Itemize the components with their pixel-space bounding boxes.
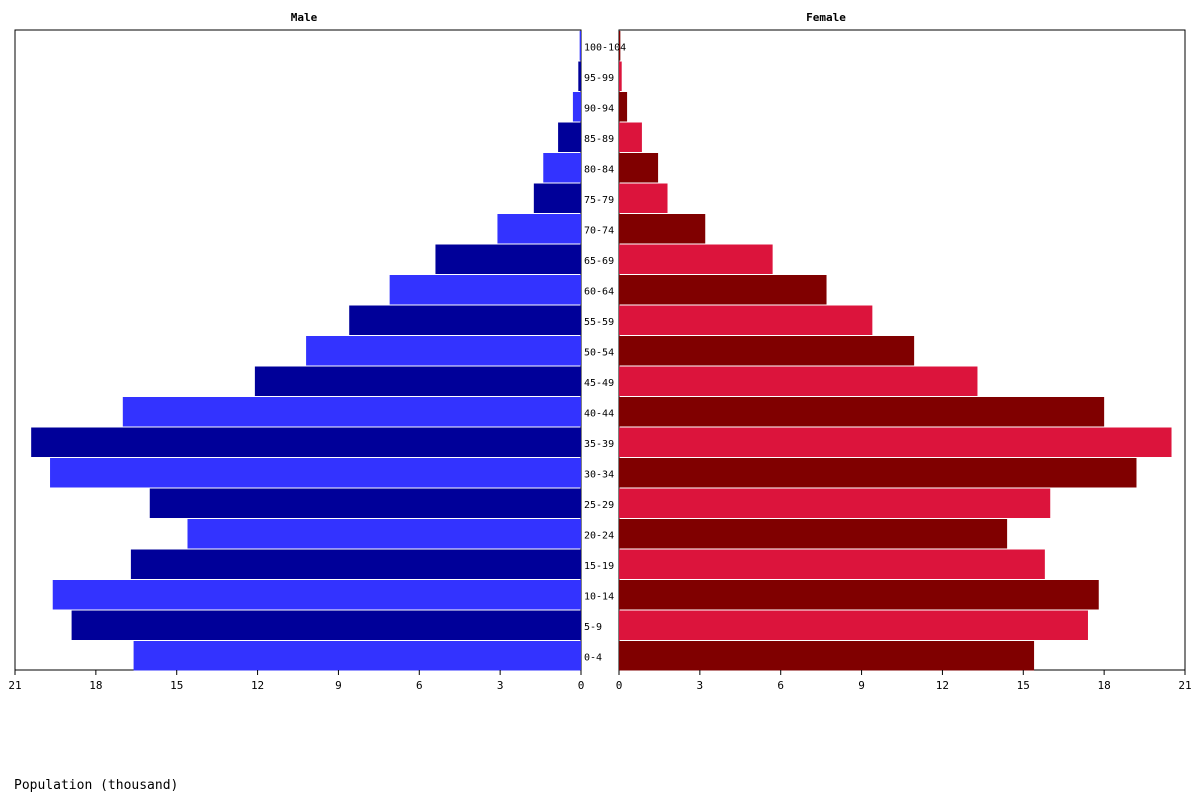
age-group-label: 40-44	[584, 408, 614, 419]
female-bar-100-104	[619, 31, 621, 61]
male-tick-label: 18	[89, 679, 102, 692]
male-bar-15-19	[130, 549, 581, 579]
male-bar-0-4	[133, 641, 582, 671]
female-bar-90-94	[619, 92, 628, 122]
female-bar-95-99	[619, 61, 622, 91]
male-bar-95-99	[578, 61, 581, 91]
male-tick-label: 0	[578, 679, 585, 692]
female-bar-45-49	[619, 366, 978, 396]
female-tick-label: 15	[1017, 679, 1030, 692]
age-group-label: 55-59	[584, 317, 614, 328]
male-panel-title: Male	[291, 11, 318, 24]
age-group-label: 25-29	[584, 500, 614, 511]
male-bar-65-69	[435, 244, 581, 274]
male-bar-60-64	[389, 275, 581, 305]
age-group-label: 20-24	[584, 530, 614, 541]
female-bar-75-79	[619, 183, 668, 213]
age-group-label: 60-64	[584, 286, 614, 297]
female-bar-0-4	[619, 641, 1035, 671]
male-tick-label: 6	[416, 679, 423, 692]
age-group-label: 85-89	[584, 134, 614, 145]
age-group-label: 80-84	[584, 164, 614, 175]
male-bar-75-79	[533, 183, 581, 213]
female-tick-label: 3	[697, 679, 704, 692]
male-tick-label: 15	[170, 679, 183, 692]
age-group-label: 0-4	[584, 652, 602, 663]
age-group-label: 5-9	[584, 622, 602, 633]
male-bar-50-54	[306, 336, 581, 366]
male-bar-80-84	[543, 153, 581, 183]
male-bar-70-74	[497, 214, 581, 244]
age-group-label: 35-39	[584, 439, 614, 450]
male-tick-label: 21	[8, 679, 21, 692]
age-group-label: 45-49	[584, 378, 614, 389]
female-bar-20-24	[619, 519, 1008, 549]
female-tick-label: 9	[858, 679, 865, 692]
female-bar-80-84	[619, 153, 659, 183]
female-tick-label: 21	[1178, 679, 1191, 692]
female-bar-65-69	[619, 244, 773, 274]
female-bar-55-59	[619, 305, 873, 335]
male-bar-55-59	[349, 305, 581, 335]
x-axis-label: Population (thousand)	[14, 778, 179, 793]
male-bar-10-14	[52, 580, 581, 610]
male-bar-20-24	[187, 519, 581, 549]
male-bar-35-39	[31, 427, 581, 457]
female-bar-60-64	[619, 275, 827, 305]
age-group-label: 75-79	[584, 195, 614, 206]
female-bar-30-34	[619, 458, 1137, 488]
female-bar-25-29	[619, 488, 1051, 518]
female-bar-35-39	[619, 427, 1172, 457]
male-bar-30-34	[50, 458, 582, 488]
female-tick-label: 12	[936, 679, 949, 692]
female-bar-85-89	[619, 122, 642, 152]
female-bar-10-14	[619, 580, 1099, 610]
age-group-label: 50-54	[584, 347, 614, 358]
male-bar-25-29	[149, 488, 581, 518]
female-bar-70-74	[619, 214, 706, 244]
female-panel-title: Female	[806, 11, 846, 24]
female-bar-50-54	[619, 336, 915, 366]
age-group-label: 95-99	[584, 73, 614, 84]
male-bar-90-94	[572, 92, 581, 122]
female-bar-40-44	[619, 397, 1105, 427]
age-group-label: 10-14	[584, 591, 614, 602]
age-group-label: 30-34	[584, 469, 614, 480]
age-group-label: 15-19	[584, 561, 614, 572]
female-bar-5-9	[619, 610, 1088, 640]
age-group-label: 100-104	[584, 42, 626, 53]
age-group-label: 65-69	[584, 256, 614, 267]
male-bar-5-9	[71, 610, 581, 640]
male-tick-label: 9	[335, 679, 342, 692]
male-tick-label: 3	[497, 679, 504, 692]
age-group-label: 70-74	[584, 225, 614, 236]
male-bar-100-104	[579, 31, 581, 61]
female-bar-15-19	[619, 549, 1045, 579]
female-tick-label: 18	[1098, 679, 1111, 692]
age-group-label: 90-94	[584, 103, 614, 114]
female-tick-label: 6	[777, 679, 784, 692]
male-bar-85-89	[558, 122, 581, 152]
male-bar-40-44	[122, 397, 582, 427]
male-tick-label: 12	[251, 679, 264, 692]
male-bar-45-49	[254, 366, 581, 396]
female-tick-label: 0	[616, 679, 623, 692]
